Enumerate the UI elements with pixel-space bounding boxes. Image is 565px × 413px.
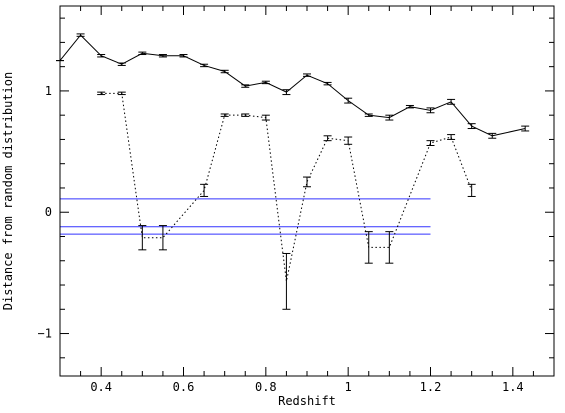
error-bar bbox=[426, 140, 435, 147]
error-bar bbox=[241, 84, 250, 88]
error-bar bbox=[138, 51, 147, 56]
error-bar bbox=[97, 54, 106, 58]
error-bar bbox=[117, 62, 126, 66]
error-bar bbox=[158, 54, 167, 58]
error-bar bbox=[447, 134, 456, 140]
error-bar bbox=[261, 80, 270, 85]
x-tick-label: 0.4 bbox=[90, 380, 112, 394]
error-bar bbox=[179, 54, 188, 58]
x-tick-label: 0.6 bbox=[173, 380, 195, 394]
y-axis: −1 0 1 bbox=[38, 17, 554, 359]
error-bar bbox=[117, 91, 126, 96]
error-bar bbox=[488, 132, 497, 139]
error-bar bbox=[158, 225, 167, 251]
y-tick-label: 0 bbox=[45, 205, 52, 219]
error-bar bbox=[323, 81, 332, 86]
error-bar bbox=[521, 125, 530, 132]
error-bar bbox=[323, 135, 332, 142]
error-bar bbox=[467, 123, 476, 130]
x-tick-label: 1 bbox=[345, 380, 352, 394]
error-bar bbox=[385, 231, 394, 264]
error-bar bbox=[344, 97, 353, 104]
error-bar bbox=[303, 176, 311, 188]
plot-content bbox=[56, 33, 530, 310]
error-bar bbox=[76, 33, 85, 37]
error-bar bbox=[364, 113, 373, 117]
error-bar bbox=[467, 183, 476, 197]
error-bar bbox=[405, 104, 414, 109]
error-bar bbox=[261, 114, 270, 121]
plot-frame bbox=[59, 5, 555, 377]
series-1 bbox=[56, 33, 530, 139]
y-axis-label: Distance from random distribution bbox=[1, 72, 15, 310]
error-bar bbox=[200, 63, 209, 68]
error-bar bbox=[426, 107, 435, 114]
x-axis-label: Redshift bbox=[278, 394, 336, 408]
x-tick-label: 1.4 bbox=[502, 380, 524, 394]
error-bar bbox=[138, 225, 147, 251]
error-bar bbox=[220, 113, 229, 117]
error-bar bbox=[303, 73, 311, 77]
y-tick-label: −1 bbox=[38, 327, 52, 341]
series-2-line bbox=[101, 92, 473, 282]
error-bar bbox=[200, 183, 209, 197]
y-tick-label: 1 bbox=[45, 84, 52, 98]
x-axis: 0.4 0.6 0.8 1 1.2 1.4 bbox=[59, 6, 555, 394]
error-bar bbox=[282, 89, 291, 96]
error-bar bbox=[364, 231, 373, 264]
x-tick-label: 1.2 bbox=[420, 380, 442, 394]
error-bar bbox=[282, 252, 291, 310]
error-bar bbox=[241, 113, 250, 117]
x-tick-label: 0.8 bbox=[255, 380, 277, 394]
error-bar bbox=[447, 98, 456, 105]
series-2 bbox=[97, 91, 476, 310]
error-bar bbox=[97, 91, 106, 96]
error-bar bbox=[385, 114, 394, 121]
error-bar bbox=[344, 136, 353, 145]
series-1-line bbox=[59, 34, 526, 137]
error-bar bbox=[220, 69, 229, 74]
